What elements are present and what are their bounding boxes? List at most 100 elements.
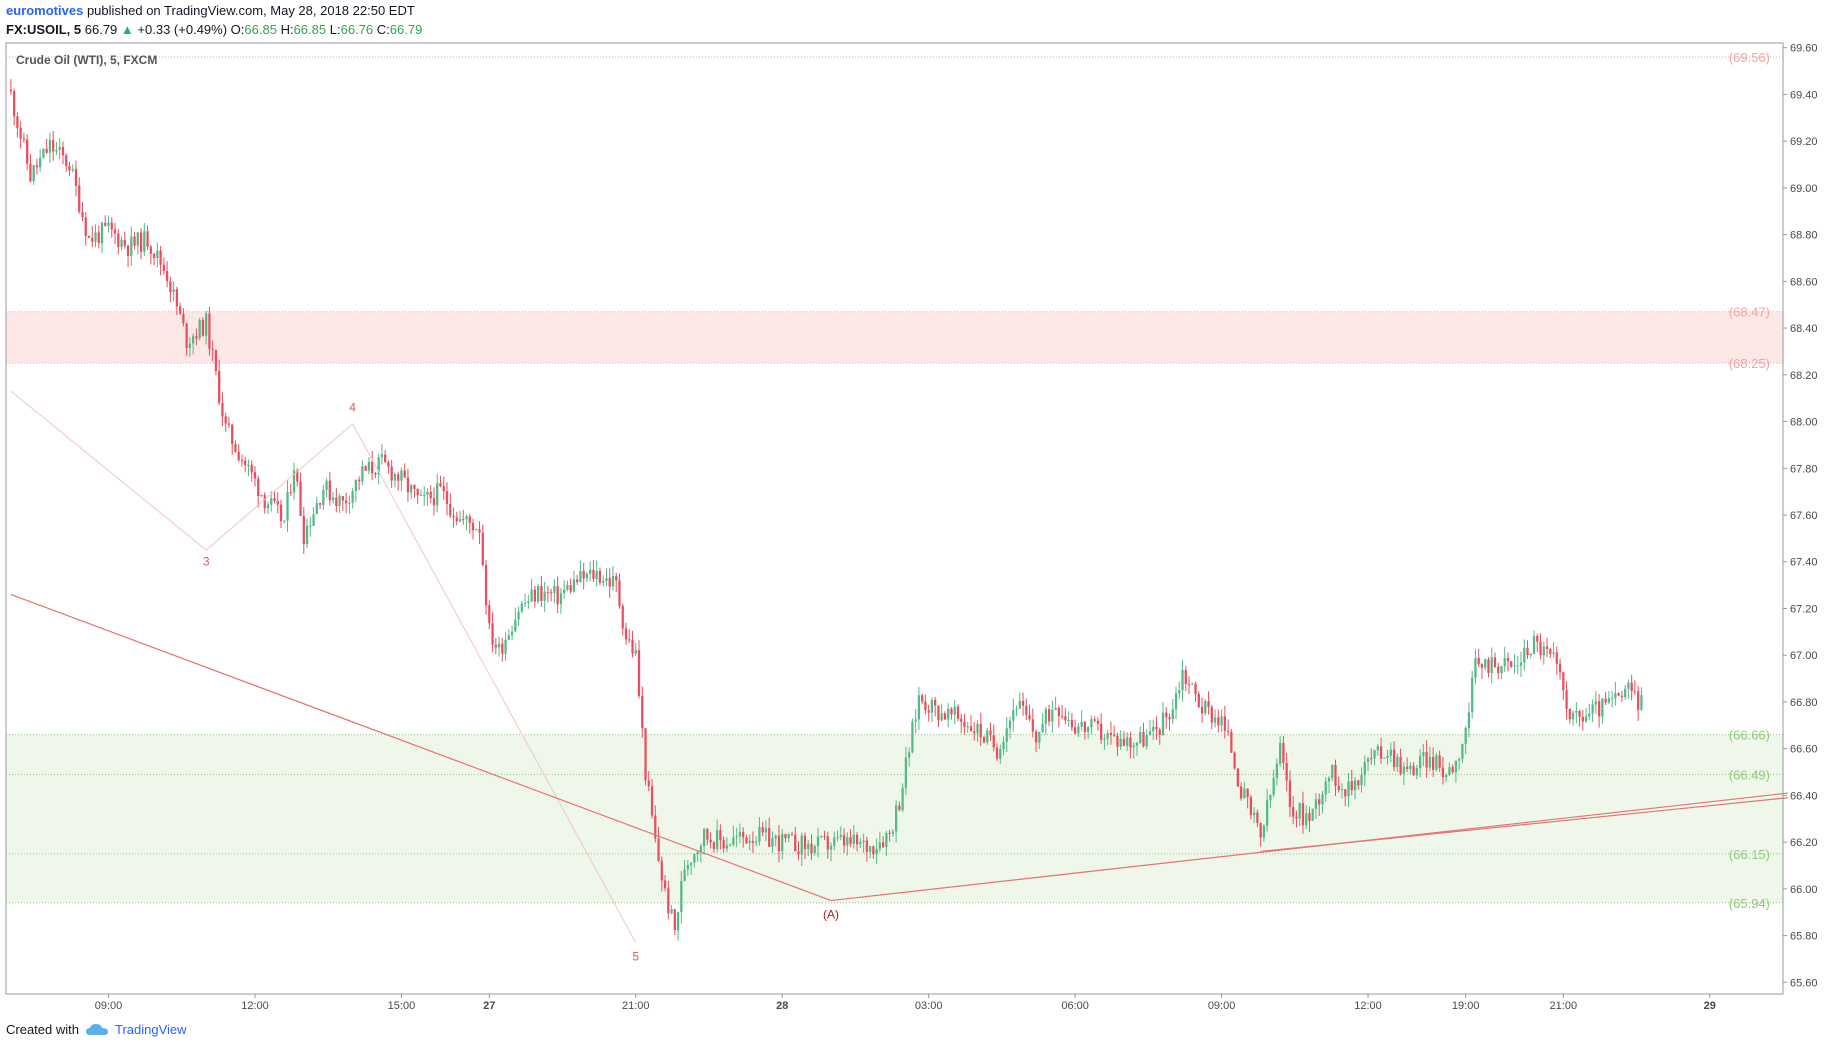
candle-body	[1542, 646, 1545, 656]
price-axis[interactable]: 69.60 69.40 69.20 69.00 68.80 68.60 68.40 68.20…	[1783, 43, 1818, 990]
author-link[interactable]: euromotives	[6, 3, 84, 18]
candle-body	[26, 139, 29, 164]
candle-body	[1080, 721, 1083, 727]
candle-body	[908, 752, 911, 758]
candle-body	[986, 730, 989, 743]
candle-body	[273, 498, 276, 502]
candle-body	[921, 695, 924, 702]
candle-body	[1614, 693, 1617, 699]
candle-body	[1083, 721, 1087, 733]
candle-body	[673, 909, 676, 931]
candle-body	[943, 713, 947, 720]
candle-body	[784, 833, 787, 839]
x-tick-label: 28	[776, 1000, 788, 1012]
tradingview-link[interactable]: TradingView	[114, 1022, 187, 1037]
candle-body	[58, 147, 61, 150]
close-value: 66.79	[389, 22, 423, 37]
candle-body	[227, 423, 231, 425]
candle-body	[644, 728, 647, 781]
candle-body	[188, 343, 192, 348]
candle-body	[1591, 704, 1594, 714]
candle-body	[455, 517, 458, 522]
x-tick-label: 19:00	[1452, 1000, 1480, 1012]
candle-body	[1272, 778, 1275, 795]
candle-body	[1458, 759, 1461, 761]
ohlc-header: FX:USOIL, 5 66.79 ▲ +0.33 (+0.49%) O:66.…	[6, 22, 422, 37]
close-label: C:	[376, 22, 390, 37]
publish-line: euromotives published on TradingView.com…	[6, 3, 415, 18]
candle-body	[947, 708, 950, 720]
candle-body	[1116, 735, 1119, 747]
candle-body	[162, 264, 165, 271]
candle-body	[1060, 716, 1064, 718]
candle-body	[1497, 666, 1500, 674]
wave-label: 4	[349, 401, 356, 415]
candle-body	[1432, 757, 1435, 770]
candle-body	[205, 313, 208, 336]
candlestick-series	[9, 79, 1643, 941]
time-axis[interactable]: 09:00 12:00 15:00 27 21:00 28 03:00 06:00 09:00 1…	[95, 994, 1716, 1012]
candle-body	[569, 585, 572, 592]
candle-body	[530, 589, 533, 602]
level-label: (68.47)	[1729, 305, 1770, 320]
candle-body	[351, 490, 354, 503]
x-tick-label: 12:00	[241, 1000, 269, 1012]
candle-body	[1282, 742, 1285, 764]
wave-label: (A)	[823, 908, 839, 922]
candle-body	[16, 116, 19, 129]
trend-line	[10, 593, 1788, 902]
candle-body	[322, 489, 325, 505]
candle-body	[380, 454, 384, 458]
candle-body	[654, 815, 657, 839]
candle-body	[878, 842, 881, 849]
candle-body	[699, 846, 702, 852]
candle-body	[712, 842, 715, 850]
candle-body	[689, 862, 693, 865]
candle-body	[1269, 794, 1272, 801]
level-label: (66.49)	[1729, 767, 1770, 782]
candle-body	[1552, 652, 1555, 654]
x-tick-label: 15:00	[388, 1000, 416, 1012]
wave-label: 5	[632, 950, 639, 964]
y-tick-label: 67.40	[1790, 557, 1818, 569]
candle-body	[481, 532, 484, 566]
candle-body	[969, 726, 973, 732]
candle-body	[397, 474, 400, 481]
candle-body	[1555, 652, 1558, 664]
candle-body	[582, 571, 585, 579]
candle-body	[1187, 683, 1191, 685]
candle-body	[1392, 749, 1396, 767]
candle-body	[1624, 688, 1627, 698]
candle-body	[1174, 693, 1178, 710]
candle-body	[1490, 657, 1493, 673]
candle-body	[19, 128, 22, 139]
candle-body	[42, 148, 45, 158]
candle-body	[624, 628, 628, 640]
candle-body	[901, 787, 904, 810]
candle-body	[266, 504, 270, 509]
candle-body	[335, 497, 338, 507]
candle-body	[1181, 670, 1184, 691]
candle-body	[1054, 707, 1057, 710]
candle-body	[634, 650, 637, 654]
candle-body	[618, 580, 621, 606]
candle-body	[650, 786, 654, 816]
candle-body	[1477, 657, 1480, 665]
candle-body	[686, 864, 689, 870]
candle-body	[1516, 665, 1519, 667]
candle-body	[523, 602, 527, 604]
candle-body	[1168, 717, 1171, 720]
candle-body	[1266, 800, 1269, 826]
candle-body	[439, 483, 442, 487]
candle-body	[113, 229, 117, 234]
candle-body	[22, 138, 26, 140]
price-zones	[6, 311, 1783, 903]
candle-body	[1513, 665, 1516, 667]
candle-body	[1279, 742, 1282, 764]
open-value: 66.85	[244, 22, 277, 37]
candle-body	[364, 466, 367, 471]
candle-body	[172, 289, 175, 292]
candle-body	[641, 695, 644, 729]
candle-body	[97, 232, 100, 244]
